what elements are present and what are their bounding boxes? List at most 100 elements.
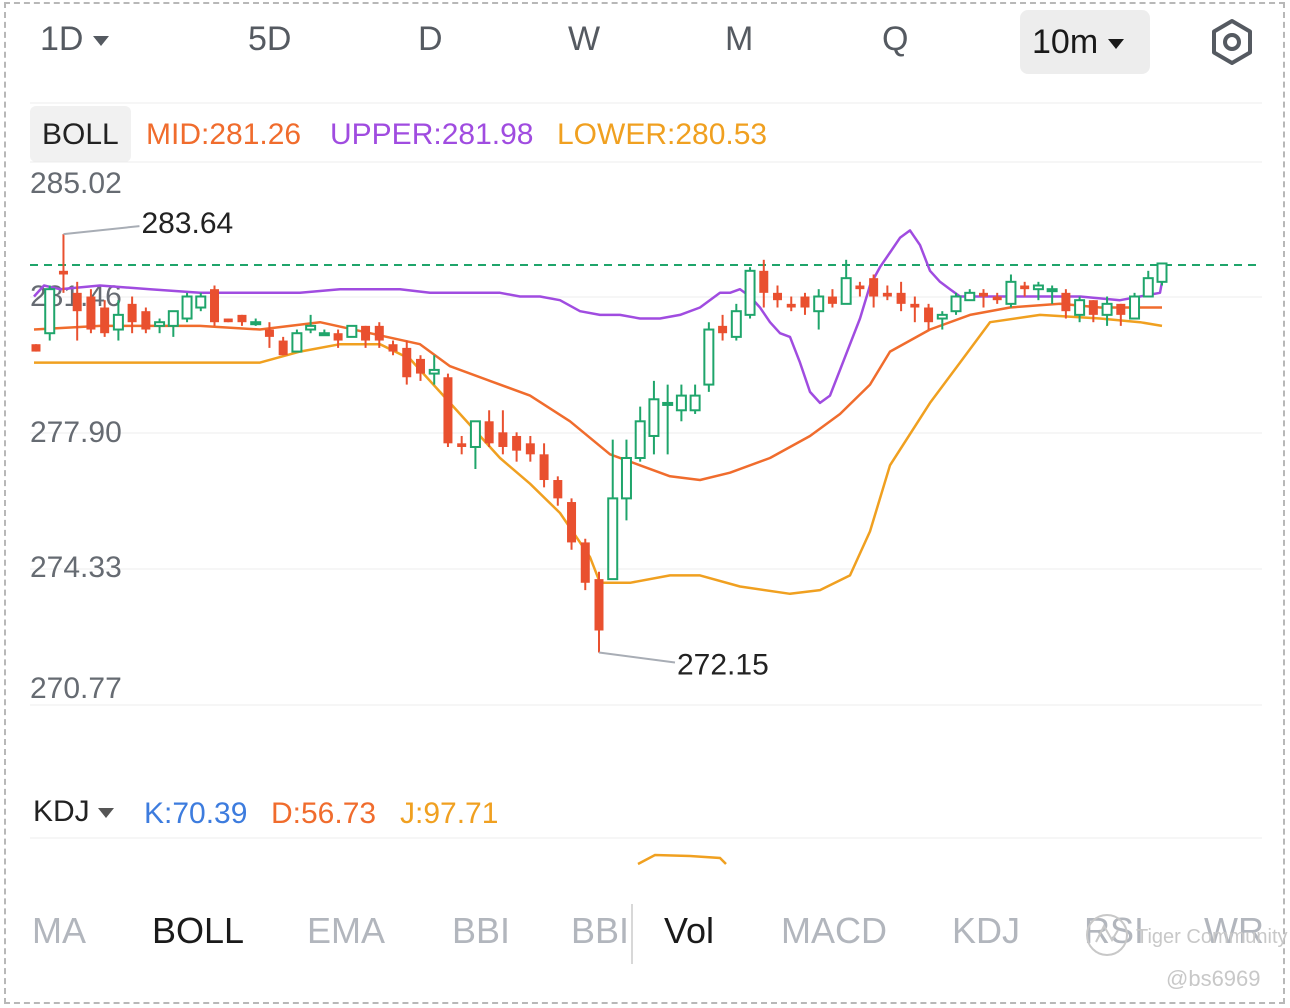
- candle: [607, 439, 619, 581]
- candle: [237, 314, 247, 326]
- candle: [1129, 292, 1141, 320]
- settings-icon[interactable]: [1208, 18, 1256, 66]
- candle-body: [154, 321, 166, 327]
- candle: [855, 281, 865, 297]
- candle: [278, 336, 288, 356]
- candle-body: [1020, 285, 1030, 290]
- candle-body: [1156, 262, 1168, 283]
- candle: [718, 314, 728, 341]
- candle-body: [580, 542, 590, 583]
- tab-macd[interactable]: MACD: [781, 910, 887, 951]
- watermark-brand: Tiger Community: [1136, 926, 1288, 948]
- candle: [924, 303, 934, 330]
- kdj-label: KDJ: [33, 795, 90, 828]
- candle: [291, 329, 303, 353]
- candle: [553, 476, 563, 506]
- candle-body: [675, 394, 687, 412]
- candle: [333, 329, 343, 348]
- tab-vol[interactable]: Vol: [664, 910, 715, 951]
- candle-body: [484, 421, 494, 444]
- candle: [1074, 296, 1086, 323]
- candle-body: [567, 502, 577, 543]
- candle: [112, 300, 124, 341]
- candle-body: [813, 295, 825, 313]
- kdj-k-value: K:70.39: [144, 797, 248, 830]
- candle-body: [773, 292, 783, 301]
- candle: [992, 292, 1002, 304]
- boll-indicator-label[interactable]: BOLL: [30, 106, 131, 162]
- candle-body: [1129, 295, 1141, 320]
- candle-body: [44, 288, 56, 335]
- y-tick-label: 274.33: [30, 551, 122, 584]
- timeframe-w[interactable]: W: [568, 20, 600, 59]
- candle-body: [223, 318, 233, 323]
- candle-body: [512, 435, 522, 451]
- candle-body: [786, 303, 796, 308]
- candle: [264, 322, 274, 348]
- watermark-user: @bs6969: [1166, 966, 1261, 991]
- boll-mid-band: [33, 302, 1162, 482]
- candle-body: [1032, 284, 1044, 291]
- candle-body: [1005, 280, 1017, 305]
- candle: [1046, 285, 1058, 304]
- timeframe-1d[interactable]: 1D: [40, 20, 110, 59]
- candle-body: [703, 328, 715, 386]
- candle: [195, 292, 207, 312]
- candle: [428, 355, 440, 385]
- timeframe-10m[interactable]: 10m: [1020, 10, 1151, 74]
- tab-boll[interactable]: BOLL: [152, 910, 245, 951]
- tiger-community-logo-icon: [1086, 914, 1128, 956]
- chevron-down-icon: [1108, 39, 1125, 50]
- candle: [1032, 281, 1044, 301]
- candle-body: [718, 325, 728, 334]
- tab-ma[interactable]: MA: [32, 910, 86, 951]
- candle: [786, 296, 796, 312]
- candle: [469, 420, 481, 470]
- candle-body: [800, 296, 810, 308]
- candle: [1020, 281, 1030, 297]
- candle-body: [443, 377, 453, 444]
- candle: [813, 289, 825, 330]
- candle: [773, 285, 783, 308]
- candle: [1156, 262, 1168, 286]
- candle: [936, 311, 948, 330]
- candle-body: [936, 313, 948, 320]
- candle: [167, 310, 179, 337]
- candle: [759, 259, 769, 308]
- candle: [703, 322, 715, 392]
- y-tick-label: 277.90: [30, 416, 122, 449]
- candle-body: [594, 579, 604, 631]
- timeframe-d[interactable]: D: [418, 20, 443, 59]
- tab-bbi[interactable]: BBI: [571, 910, 630, 951]
- candle-body: [31, 344, 41, 352]
- candle: [567, 498, 577, 550]
- candle-body: [1061, 292, 1071, 312]
- candle: [675, 384, 687, 422]
- tab-ema[interactable]: EMA: [307, 910, 386, 951]
- boll-lower-band: [34, 313, 1163, 596]
- candle-body: [553, 480, 563, 499]
- timeframe-m[interactable]: M: [725, 20, 753, 59]
- candle: [1101, 296, 1113, 326]
- candle-body: [1046, 288, 1058, 293]
- timeframe-label: D: [418, 20, 443, 58]
- tab-bbi[interactable]: BBI: [452, 910, 511, 951]
- y-tick-label: 270.77: [30, 672, 122, 705]
- candle: [484, 410, 494, 447]
- candle-body: [237, 314, 247, 323]
- candle-body: [305, 324, 317, 331]
- candle: [1005, 274, 1017, 308]
- candle: [730, 303, 742, 341]
- chevron-down-icon: [93, 36, 110, 47]
- timeframe-q[interactable]: Q: [882, 20, 908, 59]
- timeframe-5d[interactable]: 5D: [248, 20, 291, 59]
- candle-body: [744, 269, 756, 316]
- candle-body: [992, 296, 1002, 301]
- tab-kdj[interactable]: KDJ: [952, 910, 1021, 951]
- candle: [580, 538, 590, 591]
- kdj-indicator-dropdown[interactable]: KDJ: [33, 795, 114, 829]
- y-tick-label: 285.02: [30, 167, 122, 200]
- candle: [31, 344, 41, 352]
- tab-wr[interactable]: WR: [1204, 910, 1264, 951]
